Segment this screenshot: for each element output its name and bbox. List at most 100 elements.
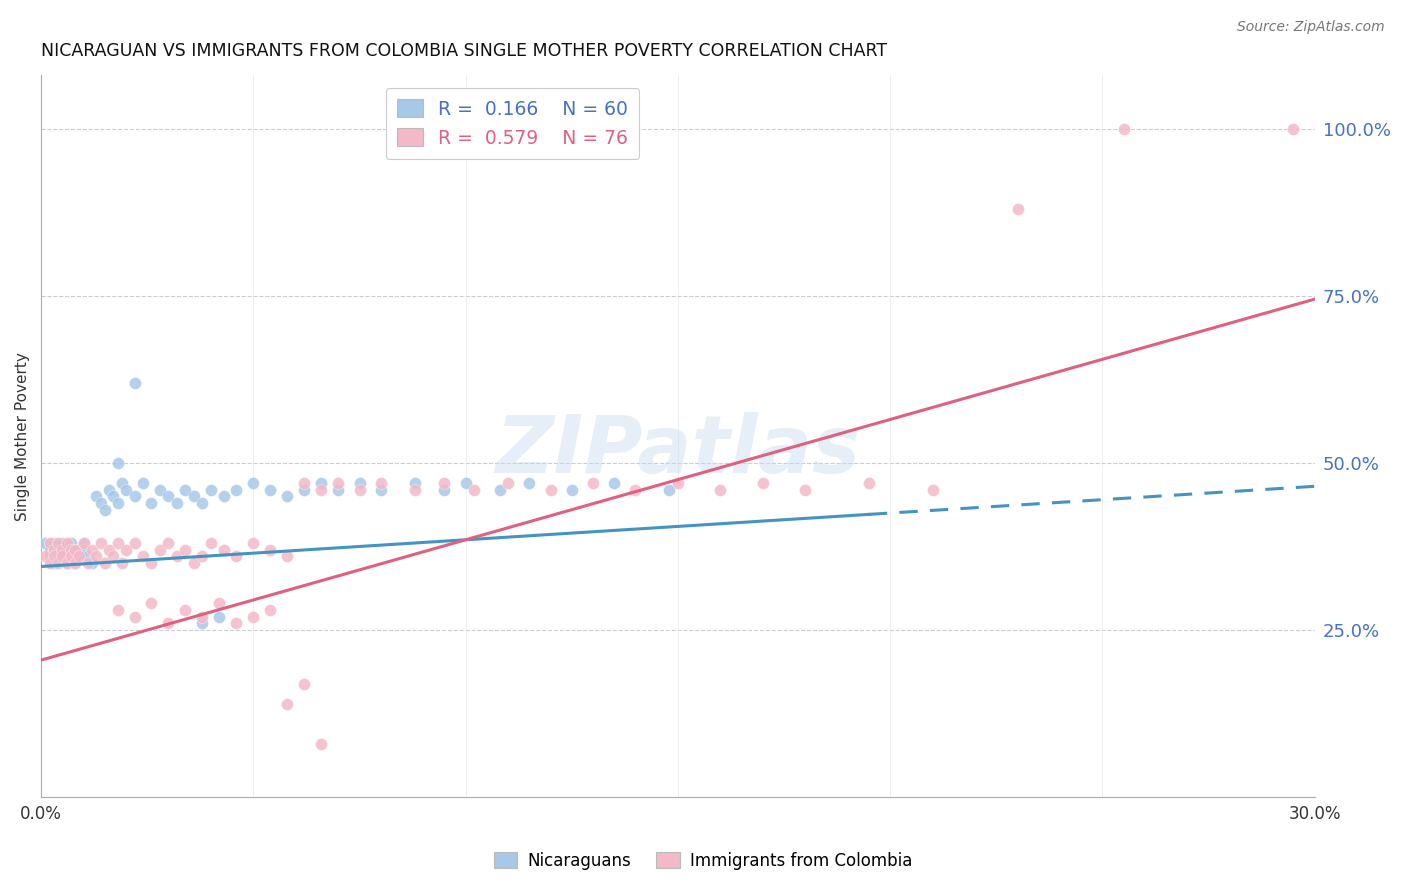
Point <box>603 475 626 490</box>
Point <box>59 542 82 557</box>
Point <box>328 475 350 490</box>
Point <box>124 609 146 624</box>
Point <box>90 536 112 550</box>
Legend: Nicaraguans, Immigrants from Colombia: Nicaraguans, Immigrants from Colombia <box>488 846 918 877</box>
Point <box>132 549 155 564</box>
Point <box>42 556 65 570</box>
Point <box>38 536 60 550</box>
Point <box>561 483 583 497</box>
Point <box>124 489 146 503</box>
Point <box>63 556 86 570</box>
Point <box>582 475 605 490</box>
Point <box>242 609 264 624</box>
Point <box>63 542 86 557</box>
Point <box>183 556 205 570</box>
Point <box>166 496 188 510</box>
Point <box>76 556 98 570</box>
Point <box>191 616 214 631</box>
Point <box>349 483 371 497</box>
Point <box>98 542 121 557</box>
Point <box>149 542 172 557</box>
Point <box>292 676 315 690</box>
Point <box>752 475 775 490</box>
Point <box>94 502 117 516</box>
Point <box>276 549 298 564</box>
Point <box>624 483 647 497</box>
Point <box>67 549 90 564</box>
Point <box>540 483 562 497</box>
Text: Source: ZipAtlas.com: Source: ZipAtlas.com <box>1237 20 1385 34</box>
Point <box>157 616 180 631</box>
Point <box>183 489 205 503</box>
Point <box>276 489 298 503</box>
Point <box>433 475 456 490</box>
Point <box>496 475 519 490</box>
Point <box>858 475 880 490</box>
Point <box>38 549 60 564</box>
Point <box>191 549 214 564</box>
Point <box>488 483 510 497</box>
Point <box>84 489 107 503</box>
Legend: R =  0.166    N = 60, R =  0.579    N = 76: R = 0.166 N = 60, R = 0.579 N = 76 <box>385 88 640 159</box>
Point <box>174 483 197 497</box>
Point <box>141 556 163 570</box>
Point <box>103 549 125 564</box>
Point <box>404 483 426 497</box>
Point <box>225 549 247 564</box>
Point <box>666 475 689 490</box>
Point <box>63 542 86 557</box>
Point <box>208 596 231 610</box>
Point <box>34 549 56 564</box>
Point <box>242 475 264 490</box>
Point <box>132 475 155 490</box>
Point <box>80 556 103 570</box>
Point <box>404 475 426 490</box>
Point <box>328 483 350 497</box>
Point <box>174 542 197 557</box>
Point <box>200 536 222 550</box>
Point <box>98 483 121 497</box>
Point <box>67 549 90 564</box>
Point <box>212 542 235 557</box>
Point <box>259 603 281 617</box>
Point <box>55 556 77 570</box>
Point <box>55 536 77 550</box>
Point <box>46 549 69 564</box>
Point <box>46 542 69 557</box>
Point <box>38 556 60 570</box>
Point <box>63 556 86 570</box>
Point <box>46 536 69 550</box>
Text: NICARAGUAN VS IMMIGRANTS FROM COLOMBIA SINGLE MOTHER POVERTY CORRELATION CHART: NICARAGUAN VS IMMIGRANTS FROM COLOMBIA S… <box>41 42 887 60</box>
Point <box>311 475 333 490</box>
Point <box>84 549 107 564</box>
Point <box>174 603 197 617</box>
Point <box>292 475 315 490</box>
Point <box>433 483 456 497</box>
Point <box>72 542 94 557</box>
Point <box>90 496 112 510</box>
Point <box>94 556 117 570</box>
Point <box>242 536 264 550</box>
Point <box>349 475 371 490</box>
Point <box>370 475 392 490</box>
Point <box>42 536 65 550</box>
Point <box>34 536 56 550</box>
Point <box>59 549 82 564</box>
Point <box>709 483 731 497</box>
Point <box>51 536 73 550</box>
Point <box>111 475 134 490</box>
Point <box>292 483 315 497</box>
Point <box>259 542 281 557</box>
Point <box>124 536 146 550</box>
Point <box>157 536 180 550</box>
Point <box>55 542 77 557</box>
Point <box>80 542 103 557</box>
Point <box>1282 121 1305 136</box>
Point <box>259 483 281 497</box>
Point <box>115 542 138 557</box>
Point <box>276 697 298 711</box>
Point <box>115 483 138 497</box>
Point <box>212 489 235 503</box>
Point <box>46 556 69 570</box>
Point <box>107 603 129 617</box>
